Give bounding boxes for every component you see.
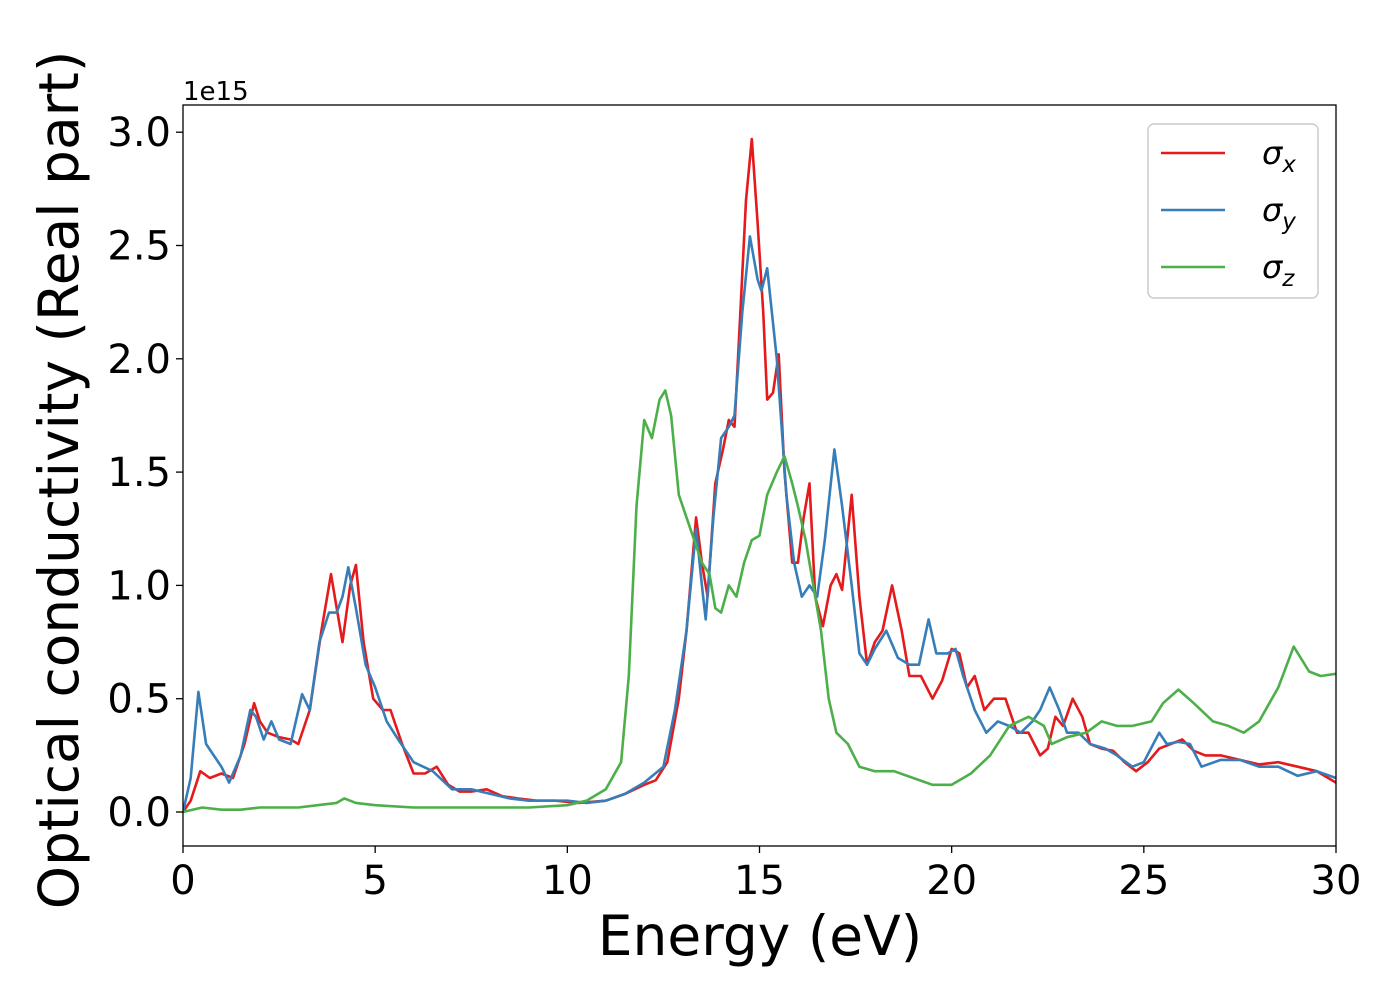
series-line-z <box>183 389 1336 814</box>
x-tick-label: 0 <box>170 858 195 904</box>
y-tick-label: 1.0 <box>107 563 171 609</box>
legend-label: σy <box>1262 191 1296 235</box>
y-tick-label: 2.0 <box>107 337 171 383</box>
x-tick-label: 20 <box>926 858 977 904</box>
y-axis-label: Optical conductivity (Real part) <box>27 51 91 910</box>
legend-box <box>1147 123 1319 299</box>
legend-label: σx <box>1262 134 1296 178</box>
series-line-x <box>183 137 1336 814</box>
y-tick-label: 0.5 <box>107 677 171 723</box>
series-lines <box>183 137 1336 814</box>
legend-item-y: σy <box>1161 191 1296 235</box>
x-tick-label: 10 <box>542 858 593 904</box>
legend-item-x: σx <box>1161 134 1296 178</box>
y-tick-label: 2.5 <box>107 223 171 269</box>
y-axis-ticks: 0.0 0.5 1.0 1.5 2.0 2.5 3.0 <box>107 110 183 836</box>
x-tick-label: 5 <box>362 858 387 904</box>
legend: σx σy σz <box>1147 123 1319 299</box>
x-axis-label: Energy (eV) <box>598 904 922 968</box>
y-axis-offset-label: 1e15 <box>183 77 249 107</box>
x-tick-label: 30 <box>1311 858 1362 904</box>
x-tick-label: 15 <box>734 858 785 904</box>
y-tick-label: 0.0 <box>107 790 171 836</box>
x-axis-ticks: 0 5 10 15 20 25 30 <box>170 846 1361 904</box>
y-tick-label: 3.0 <box>107 110 171 156</box>
legend-label: σz <box>1262 248 1295 292</box>
series-line-y <box>183 235 1336 814</box>
y-tick-label: 1.5 <box>107 450 171 496</box>
x-tick-label: 25 <box>1118 858 1169 904</box>
legend-item-z: σz <box>1161 248 1295 292</box>
